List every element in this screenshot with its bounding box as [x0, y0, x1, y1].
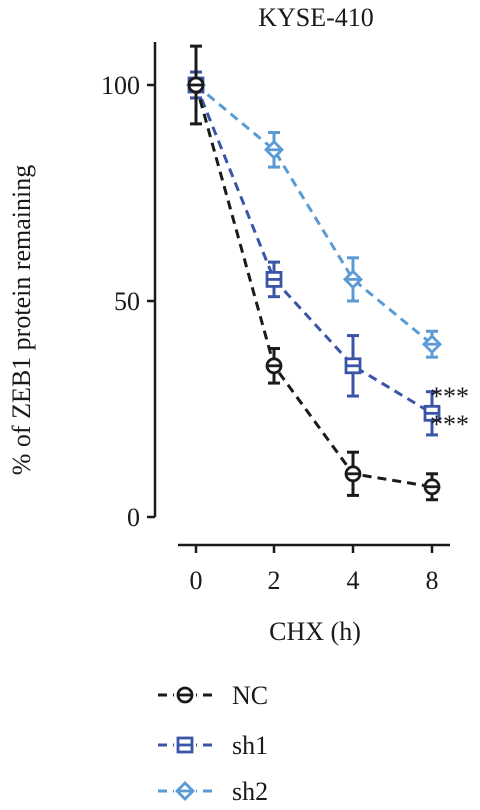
x-ticks: 0 2 4 8 [190, 545, 439, 595]
series-NC [187, 44, 441, 502]
x-tick-label: 4 [347, 566, 360, 595]
series-sh2 [186, 70, 442, 359]
legend-label: NC [232, 681, 268, 710]
x-axis-label: CHX (h) [269, 617, 361, 646]
chart-title: KYSE-410 [258, 3, 374, 32]
x-tick-label: 0 [190, 566, 203, 595]
legend-item-NC: NC [158, 681, 268, 710]
series-line-sh2 [195, 83, 433, 346]
y-tick-label: 0 [127, 503, 140, 532]
legend-item-sh2: sh2 [158, 777, 268, 806]
legend-label: sh1 [232, 731, 268, 760]
legend: NC sh1 sh2 [158, 681, 268, 806]
legend-label: sh2 [232, 777, 268, 806]
y-ticks: 0 50 100 [101, 71, 155, 532]
series-line-NC [194, 84, 433, 489]
y-tick-label: 100 [101, 71, 140, 100]
x-tick-label: 8 [426, 566, 439, 595]
legend-item-sh1: sh1 [158, 731, 268, 760]
series-sh1 [187, 70, 441, 437]
y-tick-label: 50 [114, 287, 140, 316]
annotation-sh1-significance: *** [430, 382, 469, 411]
x-tick-label: 2 [268, 566, 281, 595]
y-axis-label: % of ZEB1 protein remaining [7, 165, 36, 475]
series-layer [186, 44, 442, 502]
annotation-sh2-significance: *** [430, 410, 469, 439]
series-line-sh1 [194, 84, 433, 415]
